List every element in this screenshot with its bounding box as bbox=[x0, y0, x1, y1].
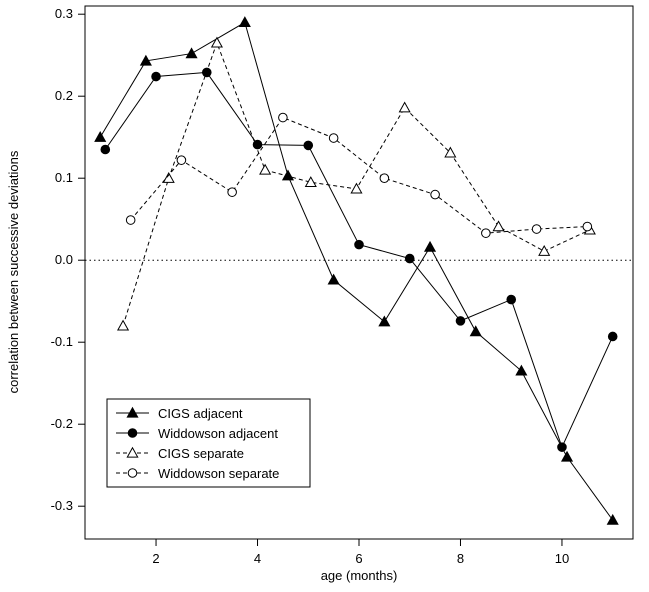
data-point bbox=[607, 331, 618, 342]
legend-label: CIGS adjacent bbox=[158, 406, 243, 421]
y-tick-label: 0.0 bbox=[55, 252, 73, 267]
data-point bbox=[354, 239, 364, 250]
data-point bbox=[582, 221, 593, 232]
data-point bbox=[278, 112, 288, 123]
data-point bbox=[606, 513, 619, 525]
data-point bbox=[515, 364, 528, 376]
data-point bbox=[327, 273, 340, 285]
data-point bbox=[176, 155, 187, 165]
legend-marker bbox=[127, 468, 138, 478]
data-point bbox=[469, 325, 482, 337]
data-point bbox=[560, 450, 574, 462]
data-point bbox=[398, 101, 411, 113]
data-point bbox=[531, 224, 542, 234]
x-tick-label: 8 bbox=[457, 551, 464, 566]
data-point bbox=[328, 133, 339, 143]
data-point bbox=[227, 187, 237, 197]
y-tick-label: 0.3 bbox=[55, 6, 73, 21]
data-point bbox=[538, 244, 551, 256]
data-point bbox=[423, 240, 437, 252]
data-point bbox=[117, 319, 130, 331]
data-point bbox=[304, 176, 317, 187]
legend-marker bbox=[126, 446, 139, 458]
y-tick-label: 0.1 bbox=[55, 170, 73, 185]
data-point bbox=[506, 294, 517, 305]
data-point bbox=[557, 442, 567, 452]
data-point bbox=[379, 173, 390, 183]
data-point bbox=[185, 47, 198, 59]
series-layer bbox=[94, 16, 619, 525]
data-point bbox=[139, 54, 152, 66]
data-point bbox=[430, 189, 440, 200]
y-axis: -0.3 -0.2 -0.1 0.0 0.1 0.2 0.3 bbox=[51, 6, 85, 513]
data-point bbox=[303, 140, 314, 151]
series-line bbox=[130, 116, 588, 234]
data-point bbox=[281, 169, 295, 181]
legend-box bbox=[106, 398, 311, 488]
data-point bbox=[444, 146, 457, 158]
legend-marker bbox=[126, 406, 139, 418]
data-point bbox=[404, 253, 415, 264]
y-tick-label: -0.3 bbox=[51, 498, 73, 513]
x-tick-label: 2 bbox=[152, 551, 159, 566]
data-point bbox=[94, 130, 107, 142]
data-point bbox=[492, 220, 505, 232]
data-point bbox=[350, 182, 363, 194]
data-point bbox=[259, 163, 272, 175]
series-3 bbox=[117, 36, 596, 331]
y-tick-label: -0.2 bbox=[51, 416, 73, 431]
legend-marker bbox=[127, 428, 138, 438]
x-tick-label: 6 bbox=[355, 551, 362, 566]
series-line bbox=[104, 71, 614, 449]
data-point bbox=[455, 316, 466, 326]
data-point bbox=[100, 144, 111, 155]
y-axis-title: correlation between successive deviation… bbox=[6, 150, 21, 393]
data-point bbox=[151, 71, 161, 82]
data-point bbox=[252, 139, 263, 150]
data-point bbox=[481, 228, 491, 238]
x-axis: 2 4 6 8 10 bbox=[152, 539, 569, 566]
data-point bbox=[125, 215, 136, 225]
legend: CIGS adjacent Widdowson adjacent CIGS sepa… bbox=[106, 398, 311, 488]
data-point bbox=[210, 36, 223, 48]
x-tick-label: 4 bbox=[254, 551, 261, 566]
data-point bbox=[378, 315, 391, 327]
series-2 bbox=[100, 67, 618, 452]
legend-label: Widdowson adjacent bbox=[158, 426, 278, 441]
series-4 bbox=[125, 112, 593, 238]
y-tick-label: 0.2 bbox=[55, 88, 73, 103]
x-axis-title: age (months) bbox=[321, 568, 398, 583]
legend-label: CIGS separate bbox=[158, 446, 244, 461]
data-point bbox=[162, 171, 175, 183]
legend-label: Widdowson separate bbox=[158, 466, 279, 481]
data-point bbox=[238, 16, 251, 28]
y-tick-label: -0.1 bbox=[51, 334, 73, 349]
x-tick-label: 10 bbox=[555, 551, 569, 566]
series-1 bbox=[94, 16, 619, 525]
series-line bbox=[99, 21, 614, 521]
